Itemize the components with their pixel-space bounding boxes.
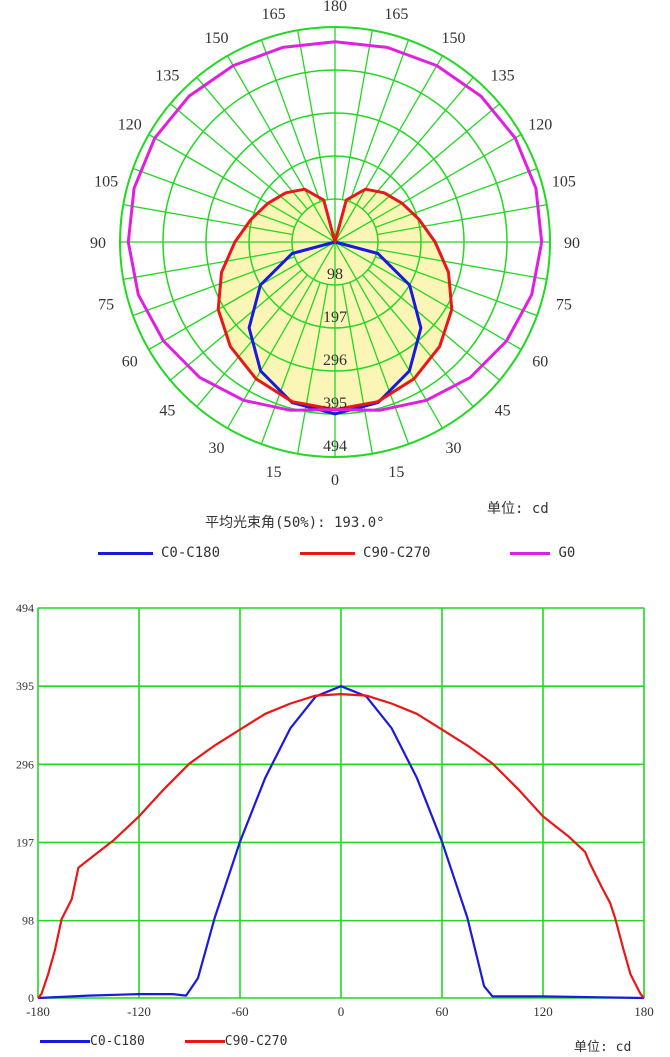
polar-grid-spoke bbox=[123, 248, 293, 280]
y-tick-label: 197 bbox=[16, 835, 34, 849]
polar-angle-label: 0 bbox=[331, 472, 339, 489]
polar-grid-spoke bbox=[349, 39, 410, 202]
polar-angle-label: 105 bbox=[94, 174, 118, 191]
cart-legend-swatch-c0 bbox=[40, 1040, 90, 1043]
polar-grid-spoke bbox=[334, 241, 444, 429]
cart-legend-label-c90: C90-C270 bbox=[224, 1034, 288, 1049]
polar-grid-spoke bbox=[367, 103, 501, 215]
polar-angle-label: 15 bbox=[388, 464, 404, 481]
polar-angle-label: 180 bbox=[323, 0, 347, 15]
legend-swatch-c90 bbox=[300, 551, 356, 555]
cartesian-labels: -180 -120 -60 0 60 120 180 0 98 197 296 395 494 bbox=[16, 601, 654, 1019]
polar-angle-label: 150 bbox=[205, 30, 229, 47]
x-tick-label: -180 bbox=[26, 1004, 50, 1019]
cartesian-grid bbox=[37, 607, 645, 999]
y-tick-label: 395 bbox=[16, 679, 34, 693]
polar-radial-label: 494 bbox=[323, 438, 347, 455]
legend-label-c0: C0-C180 bbox=[161, 545, 221, 561]
polar-angle-label: 60 bbox=[122, 354, 138, 371]
polar-grid-spoke bbox=[334, 241, 522, 351]
polar-labels: 0 15 15 30 30 45 45 60 60 75 75 90 90 105 105 120 120 135… bbox=[90, 0, 580, 489]
polar-radial-label: 395 bbox=[323, 395, 347, 412]
polar-angle-label: 45 bbox=[495, 403, 511, 420]
polar-grid-spoke bbox=[226, 55, 336, 243]
x-tick-label: 180 bbox=[634, 1004, 654, 1019]
polar-angle-label: 165 bbox=[384, 6, 408, 23]
polar-angle-label: 30 bbox=[446, 440, 462, 457]
y-tick-label: 0 bbox=[28, 991, 34, 1005]
legend-swatch-c0 bbox=[98, 551, 153, 555]
y-tick-label: 296 bbox=[16, 757, 34, 771]
polar-grid-spoke bbox=[367, 269, 501, 381]
polar-angle-label: 15 bbox=[266, 464, 282, 481]
polar-grid-spoke bbox=[375, 256, 538, 317]
polar-angle-label: 60 bbox=[532, 354, 548, 371]
polar-grid-spoke bbox=[169, 269, 303, 381]
polar-angle-label: 75 bbox=[556, 296, 572, 313]
polar-grid-spoke bbox=[148, 241, 336, 351]
legend-swatch-g0 bbox=[510, 551, 551, 555]
polar-grid-spoke bbox=[377, 248, 547, 280]
polar-grid-spoke bbox=[334, 133, 522, 243]
polar-grid-spoke bbox=[297, 284, 329, 454]
x-tick-label: 0 bbox=[338, 1004, 345, 1019]
cartesian-series-layer bbox=[37, 685, 645, 1000]
polar-legend: C0-C180 C90-C270 G0 bbox=[98, 545, 575, 561]
polar-grid bbox=[119, 26, 551, 458]
x-tick-label: 120 bbox=[533, 1004, 553, 1019]
polar-angle-label: 135 bbox=[491, 67, 515, 84]
polar-grid-spoke bbox=[334, 55, 444, 243]
y-tick-label: 98 bbox=[22, 914, 34, 928]
polar-angle-label: 30 bbox=[209, 440, 225, 457]
x-tick-label: 60 bbox=[436, 1004, 449, 1019]
polar-grid-spoke bbox=[260, 282, 321, 445]
polar-angle-label: 75 bbox=[98, 296, 114, 313]
polar-grid-spoke bbox=[297, 30, 329, 200]
x-tick-label: -60 bbox=[231, 1004, 248, 1019]
polar-unit-text: 单位: cd bbox=[487, 501, 549, 517]
polar-grid-spoke bbox=[132, 256, 295, 317]
polar-grid-spoke bbox=[341, 284, 373, 454]
polar-beam-text: 平均光束角(50%): 193.0° bbox=[205, 515, 385, 531]
polar-grid-spoke bbox=[260, 39, 321, 202]
legend-label-g0: G0 bbox=[558, 545, 576, 561]
polar-series-layer bbox=[126, 40, 544, 416]
polar-angle-label: 105 bbox=[552, 174, 576, 191]
polar-angle-label: 120 bbox=[118, 117, 142, 134]
y-tick-label: 494 bbox=[16, 601, 34, 615]
polar-grid-spoke bbox=[196, 76, 308, 210]
cartesian-chart: -180 -120 -60 0 60 120 180 0 98 197 296 395 494 bbox=[16, 601, 654, 1019]
polar-series-c90-c270 bbox=[216, 187, 454, 412]
polar-grid-spoke bbox=[375, 167, 538, 228]
line-series-c90-c270 bbox=[37, 693, 645, 999]
legend-label-c90: C90-C270 bbox=[363, 545, 431, 561]
polar-grid-spoke bbox=[169, 103, 303, 215]
polar-radial-label: 296 bbox=[323, 352, 347, 369]
cartesian-legend: C0-C180 C90-C270 bbox=[40, 1034, 287, 1049]
polar-angle-label: 120 bbox=[528, 117, 552, 134]
x-tick-label: -120 bbox=[127, 1004, 151, 1019]
polar-grid-spoke bbox=[132, 167, 295, 228]
line-series-c0-c180 bbox=[37, 685, 645, 1000]
polar-grid-spoke bbox=[362, 76, 474, 210]
polar-angle-label: 45 bbox=[159, 403, 175, 420]
polar-radial-label: 98 bbox=[327, 266, 343, 283]
cart-legend-label-c0: C0-C180 bbox=[90, 1034, 145, 1049]
polar-grid-spoke bbox=[341, 30, 373, 200]
polar-series-g0 bbox=[126, 40, 544, 412]
polar-grid-spoke bbox=[226, 241, 336, 429]
polar-grid-spoke bbox=[148, 133, 336, 243]
cartesian-unit-text: 单位: cd bbox=[574, 1040, 632, 1055]
polar-grid-spoke bbox=[349, 282, 410, 445]
polar-grid-spoke bbox=[123, 204, 293, 236]
polar-radial-label: 197 bbox=[323, 309, 347, 326]
polar-chart: 0 15 15 30 30 45 45 60 60 75 75 90 90 105 105 120 120 135… bbox=[90, 0, 580, 489]
cart-legend-swatch-c90 bbox=[184, 1040, 225, 1043]
polar-grid-spoke bbox=[377, 204, 547, 236]
polar-angle-label: 165 bbox=[262, 6, 286, 23]
polar-angle-label: 90 bbox=[564, 235, 580, 252]
polar-angle-label: 150 bbox=[442, 30, 466, 47]
polar-angle-label: 135 bbox=[155, 67, 179, 84]
polar-angle-label: 90 bbox=[90, 235, 106, 252]
